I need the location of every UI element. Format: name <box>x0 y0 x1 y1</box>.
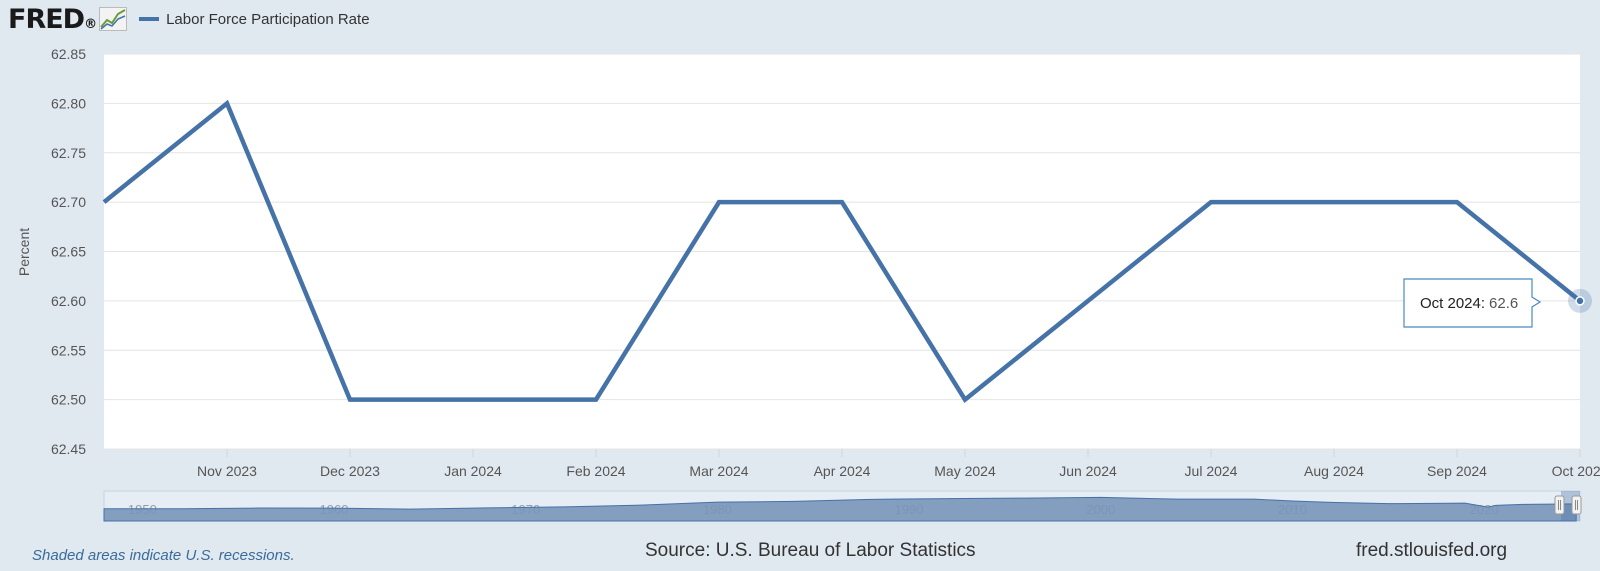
series-line-group[interactable] <box>102 99 1592 403</box>
source-text: Source: U.S. Bureau of Labor Statistics <box>645 540 976 561</box>
y-tick-label: 62.60 <box>51 293 86 309</box>
x-tick-label: Mar 2024 <box>689 463 748 479</box>
legend[interactable]: Labor Force Participation Rate <box>139 10 370 28</box>
recession-note: Shaded areas indicate U.S. recessions. <box>32 547 295 564</box>
x-tick-label: Jul 2024 <box>1185 463 1238 479</box>
x-tick-label: Feb 2024 <box>566 463 625 479</box>
legend-swatch <box>139 17 160 21</box>
line-graph-icon <box>99 7 128 31</box>
x-tick-label: Jun 2024 <box>1059 463 1117 479</box>
chart-header: FRED® Labor Force Participation Rate <box>8 3 370 35</box>
data-tooltip: Oct 2024: 62.6 <box>1403 278 1542 328</box>
y-axis-ticks: 62.45 62.50 62.55 62.60 62.65 62.70 62.75 62.80… <box>51 46 86 457</box>
x-tick-label: Apr 2024 <box>814 463 871 479</box>
navigator-area <box>103 496 1577 522</box>
x-tick-label: Jan 2024 <box>444 463 502 479</box>
x-tick-label: Dec 2023 <box>320 463 380 479</box>
y-tick-label: 62.75 <box>51 145 86 161</box>
y-tick-label: 62.55 <box>51 342 86 358</box>
tooltip-value: 62.6 <box>1489 295 1518 312</box>
site-link[interactable]: fred.stlouisfed.org <box>1356 540 1508 561</box>
data-point[interactable] <box>1575 296 1585 306</box>
y-tick-label: 62.65 <box>51 244 86 260</box>
fred-logo[interactable]: FRED® <box>8 3 97 35</box>
x-tick-label: Aug 2024 <box>1304 463 1364 479</box>
tooltip-box <box>1403 278 1542 328</box>
x-axis-ticks: Nov 2023 Dec 2023 Jan 2024 Feb 2024 Mar 2024… <box>197 449 1600 479</box>
y-tick-label: 62.70 <box>51 194 86 210</box>
x-tick-label: May 2024 <box>934 463 996 479</box>
x-tick-label: Oct 2024 <box>1552 463 1600 479</box>
y-tick-label: 62.45 <box>51 441 86 457</box>
range-navigator[interactable]: 19501960197019801990200020102020 <box>103 490 1582 522</box>
x-tick-label: Nov 2023 <box>197 463 257 479</box>
series-line[interactable] <box>102 99 1582 403</box>
navigator-left-handle[interactable] <box>1554 495 1565 515</box>
tooltip-text: Oct 2024: 62.6 <box>1420 295 1518 312</box>
y-tick-label: 62.50 <box>51 392 86 408</box>
tooltip-label: Oct 2024: <box>1420 295 1485 312</box>
y-axis-label: Percent <box>16 228 32 276</box>
x-tick-label: Sep 2024 <box>1427 463 1487 479</box>
y-tick-label: 62.80 <box>51 95 86 111</box>
legend-series-label: Labor Force Participation Rate <box>166 10 370 28</box>
y-tick-label: 62.85 <box>51 46 86 62</box>
chart-area: 62.45 62.50 62.55 62.60 62.65 62.70 62.75 62.80… <box>16 46 1600 522</box>
navigator-right-handle[interactable] <box>1571 495 1582 515</box>
